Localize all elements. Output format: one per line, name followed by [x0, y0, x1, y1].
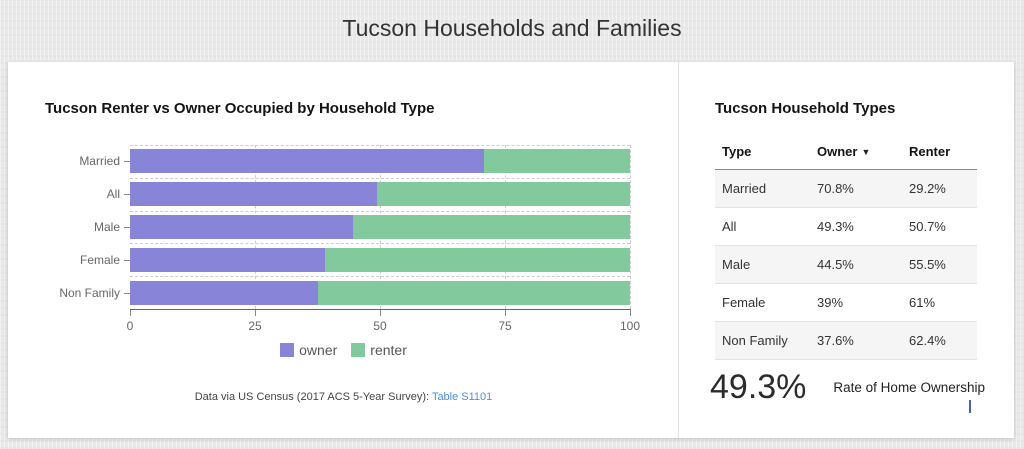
y-axis-label-married: Married — [79, 154, 120, 169]
column-header-owner-label: Owner — [817, 144, 858, 159]
bar-female-owner[interactable] — [130, 247, 325, 272]
table-cell: 70.8% — [810, 169, 902, 208]
table-row-female: Female 39% 61% — [715, 283, 977, 322]
legend-item-owner[interactable]: owner — [280, 342, 337, 358]
bar-row-married — [130, 149, 630, 174]
bar-all-renter[interactable] — [376, 182, 630, 207]
legend-swatch-owner — [280, 343, 295, 357]
table-cell: 29.2% — [902, 169, 977, 208]
bar-married-renter[interactable] — [484, 149, 630, 174]
x-axis-tick-mark — [505, 310, 506, 316]
bar-row-non-family — [130, 280, 630, 305]
chart-section: Tucson Renter vs Owner Occupied by House… — [8, 62, 679, 438]
table-cell: 55.5% — [902, 245, 977, 284]
bar-male-renter[interactable] — [352, 215, 630, 239]
chart-footer: Data via US Census (2017 ACS 5-Year Surv… — [8, 391, 679, 403]
stat-value: 49.3% — [710, 368, 807, 406]
stat-label: Rate of Home Ownership — [833, 380, 985, 395]
table-cell: 50.7% — [902, 207, 977, 246]
dashboard-card: Tucson Renter vs Owner Occupied by House… — [8, 62, 1014, 438]
x-axis-tick-mark — [380, 310, 381, 316]
column-header-type-label: Type — [722, 144, 752, 159]
column-header-renter-label: Renter — [909, 144, 951, 159]
bar-female-renter[interactable] — [325, 247, 630, 272]
bar-non-family-owner[interactable] — [130, 280, 318, 305]
x-axis-tick-0: 0 — [126, 319, 134, 333]
table-header-row: Type Owner ▼ Renter — [715, 136, 977, 170]
chart-footer-text: Data via US Census (2017 ACS 5-Year Surv… — [194, 391, 432, 403]
y-axis-label-non-family: Non Family — [59, 285, 120, 300]
x-axis-tick-mark — [630, 310, 631, 316]
x-axis-line — [130, 309, 631, 310]
column-header-renter[interactable]: Renter — [902, 136, 977, 170]
chart-title: Tucson Renter vs Owner Occupied by House… — [45, 100, 435, 117]
legend-label-renter: renter — [370, 342, 407, 358]
table-row-all: All 49.3% 50.7% — [715, 207, 977, 246]
bar-male-owner[interactable] — [130, 215, 353, 239]
text-caret — [969, 400, 971, 413]
page-title: Tucson Households and Families — [342, 15, 682, 41]
column-header-owner[interactable]: Owner ▼ — [810, 136, 902, 170]
y-axis-label-female: Female — [79, 252, 120, 267]
x-axis-tick-mark — [130, 310, 131, 316]
chart-legend: owner renter — [8, 342, 679, 358]
legend-swatch-renter — [351, 343, 366, 357]
x-axis-tick-50: 50 — [373, 319, 387, 333]
home-ownership-stat: 49.3% Rate of Home Ownership — [710, 368, 985, 407]
legend-item-renter[interactable]: renter — [351, 342, 407, 358]
table-cell: All — [715, 207, 810, 246]
bar-married-owner[interactable] — [130, 149, 484, 174]
table-cell: 44.5% — [810, 245, 902, 284]
y-axis-tick-mark — [124, 161, 130, 163]
table-cell: 49.3% — [810, 207, 902, 246]
table-title: Tucson Household Types — [715, 100, 896, 117]
y-axis-tick-mark — [124, 259, 130, 261]
bar-non-family-renter[interactable] — [318, 280, 630, 305]
bar-row-female — [130, 247, 630, 272]
table-cell: 61% — [902, 283, 977, 322]
bar-chart-plot: Married All Male Female Non Family 0 25 50 75 100 — [59, 145, 640, 333]
table-row-non-family: Non Family 37.6% 62.4% — [715, 321, 977, 360]
x-axis-tick-25: 25 — [248, 319, 262, 333]
table-section: Tucson Household Types Type Owner ▼ Rente… — [679, 62, 1014, 438]
y-axis-label-male: Male — [93, 220, 120, 234]
bar-row-all — [130, 182, 630, 207]
y-axis-label-all: All — [106, 187, 120, 202]
bar-row-male — [130, 215, 630, 239]
x-axis-tick-75: 75 — [498, 319, 512, 333]
table-cell: Married — [715, 169, 810, 208]
household-types-table: Type Owner ▼ Renter Married 70.8% 29.2% All 4… — [715, 136, 977, 360]
y-axis-tick-mark — [124, 292, 130, 294]
bar-all-owner[interactable] — [130, 182, 377, 207]
table-cell: 39% — [810, 283, 902, 322]
y-axis-tick-mark — [124, 227, 130, 228]
table-row-male: Male 44.5% 55.5% — [715, 245, 977, 284]
table-cell: Female — [715, 283, 810, 322]
table-cell: 62.4% — [902, 321, 977, 360]
legend-label-owner: owner — [299, 342, 338, 358]
column-header-type[interactable]: Type — [715, 136, 810, 170]
y-axis-tick-mark — [124, 194, 130, 196]
x-axis-tick-mark — [255, 310, 256, 316]
x-axis-tick-100: 100 — [619, 319, 641, 333]
table-cell: 37.6% — [810, 321, 902, 360]
chart-footer-link[interactable]: Table S1101 — [431, 391, 493, 403]
sort-desc-icon: ▼ — [861, 147, 871, 157]
table-row-married: Married 70.8% 29.2% — [715, 169, 977, 208]
gridline — [630, 145, 631, 309]
table-cell: Male — [715, 245, 810, 284]
table-cell: Non Family — [715, 321, 810, 360]
